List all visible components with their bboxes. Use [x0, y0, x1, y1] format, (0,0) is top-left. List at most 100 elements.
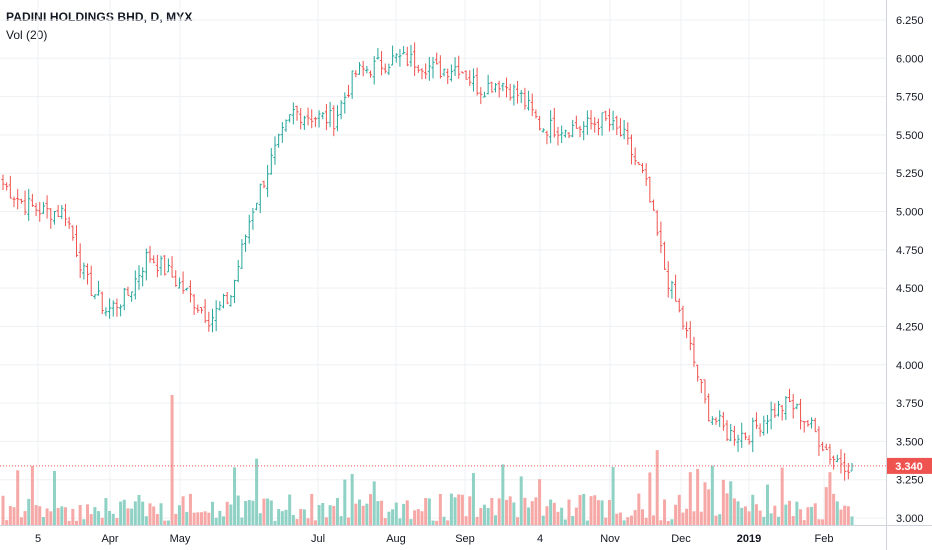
ohlc-bar [607, 108, 612, 132]
volume-bar [659, 520, 663, 525]
volume-bar [449, 493, 453, 525]
volume-bar [644, 517, 648, 525]
volume-bar [839, 509, 843, 525]
volume-bar [501, 464, 505, 525]
ohlc-bar [787, 388, 792, 403]
ohlc-bar [174, 270, 178, 287]
ohlc-bar [339, 100, 343, 120]
volume-bar [174, 513, 178, 525]
ohlc-bar [549, 110, 553, 144]
volume-bar [313, 520, 317, 525]
ohlc-bar [251, 207, 255, 230]
ohlc-bar [571, 119, 575, 138]
last-price-badge [887, 457, 932, 474]
volume-bar [784, 504, 788, 525]
ohlc-bar [710, 416, 714, 426]
volume-bar [799, 509, 803, 525]
ohlc-bar [324, 103, 329, 131]
ohlc-bar [144, 248, 148, 281]
ohlc-bar [802, 421, 806, 433]
ohlc-bar [688, 321, 692, 351]
volume-bar [806, 507, 810, 525]
volume-bar [210, 501, 214, 525]
volume-bar [391, 509, 395, 525]
ohlc-bar [335, 105, 340, 132]
ohlc-bar [41, 201, 46, 215]
ohlc-bar [824, 443, 828, 451]
ohlc-bar [372, 56, 376, 85]
volume-bar [60, 506, 64, 525]
ohlc-bar [16, 188, 20, 210]
ohlc-bar [85, 263, 90, 285]
volume-bar [317, 505, 321, 525]
volume-bar [721, 479, 725, 525]
volume-bar [277, 508, 281, 525]
volume-bar [269, 500, 273, 525]
volume-bar [49, 511, 53, 525]
ohlc-bar [828, 443, 832, 465]
ohlc-bar [100, 291, 104, 315]
ohlc-bar [210, 308, 215, 333]
x-tick-label: 4 [537, 533, 543, 545]
volume-bar [802, 520, 806, 525]
ohlc-bar [626, 122, 630, 145]
ohlc-bar [207, 311, 211, 332]
ohlc-bar [78, 243, 82, 279]
volume-bar [155, 514, 159, 525]
volume-bar [714, 515, 718, 525]
volume-bar [692, 511, 696, 525]
ohlc-bar [431, 56, 435, 79]
ohlc-bar [229, 294, 233, 307]
ohlc-bar [670, 280, 674, 299]
last-price-marker: 3.340 [0, 457, 932, 474]
ohlc-bar [776, 400, 781, 417]
ohlc-bar [96, 280, 101, 296]
volume-bar [648, 472, 652, 525]
ohlc-bar [725, 420, 729, 442]
ohlc-series [1, 42, 854, 481]
ohlc-bar [677, 298, 681, 313]
volume-bar [582, 493, 586, 525]
volume-bar [505, 499, 509, 525]
ohlc-bar [119, 304, 123, 317]
x-tick-label: Sep [455, 533, 475, 545]
volume-bar [75, 520, 79, 525]
ohlc-bar [284, 119, 288, 132]
ohlc-bar [780, 404, 784, 421]
ohlc-bar [420, 68, 424, 80]
volume-bar [835, 501, 839, 525]
ohlc-bar [361, 60, 365, 77]
y-tick-label: 3.750 [896, 398, 924, 410]
volume-bar [493, 515, 497, 525]
ohlc-bar [12, 196, 16, 208]
ohlc-bar [784, 396, 788, 421]
volume-bar [86, 504, 90, 525]
ohlc-bar [721, 411, 725, 431]
volume-bar [108, 510, 112, 525]
volume-bar [225, 501, 229, 525]
ohlc-bar [545, 130, 549, 145]
ohlc-bar [130, 291, 134, 302]
volume-bar [328, 505, 332, 525]
ohlc-bar [534, 109, 538, 119]
ohlc-bar [166, 258, 170, 273]
grid [0, 0, 886, 525]
volume-bar [383, 518, 387, 525]
ohlc-bar [409, 44, 413, 67]
ohlc-bar [843, 452, 847, 481]
ohlc-bar [232, 279, 237, 303]
ohlc-bar [699, 378, 703, 394]
volume-bar [413, 510, 417, 525]
ohlc-bar [585, 110, 589, 135]
volume-bar [490, 498, 494, 525]
volume-bar [71, 508, 75, 525]
ohlc-bar [762, 415, 766, 436]
volume-bar [736, 501, 740, 525]
volume-indicator-label[interactable]: Vol (20) [6, 28, 48, 42]
ohlc-bar [302, 115, 306, 130]
ohlc-bar [732, 425, 736, 446]
ohlc-bar [27, 188, 31, 221]
volume-bar [369, 494, 373, 525]
volume-bar [332, 505, 336, 525]
